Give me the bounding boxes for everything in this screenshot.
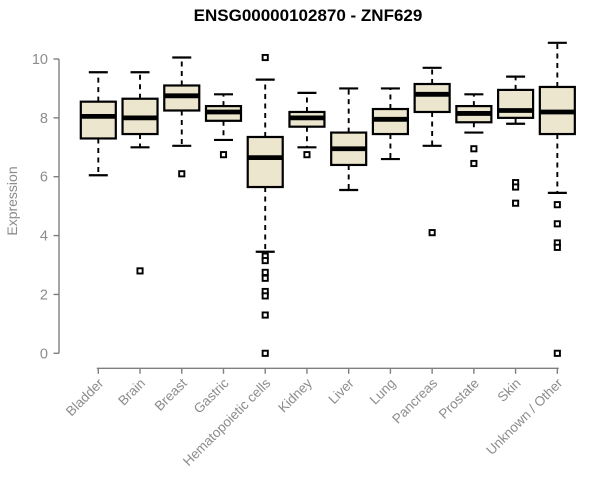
y-tick-label: 6 <box>40 170 48 186</box>
outlier-point <box>261 274 269 282</box>
iqr-box <box>497 88 535 119</box>
y-tick-label: 2 <box>40 287 48 303</box>
x-category-label: Gastric <box>191 375 232 416</box>
iqr-box <box>246 135 284 189</box>
outlier-point <box>261 268 269 276</box>
y-tick-label: 4 <box>40 229 48 245</box>
outlier-point <box>261 257 269 265</box>
outlier-point <box>261 311 269 319</box>
outlier-point <box>219 151 228 159</box>
outlier-point <box>553 243 561 251</box>
outlier-point <box>428 229 436 237</box>
outlier-point <box>261 53 269 62</box>
x-category-label: Pancreas <box>389 375 440 426</box>
outlier-point <box>178 170 186 178</box>
x-category-label: Brain <box>115 376 148 409</box>
outlier-point <box>303 151 311 159</box>
iqr-box <box>413 82 451 114</box>
x-category-label: Bladder <box>63 375 107 419</box>
outlier-point <box>512 183 520 191</box>
x-category-label: Breast <box>152 375 190 413</box>
iqr-box <box>79 100 117 140</box>
x-category-label: Lung <box>367 376 399 408</box>
outlier-point <box>553 201 561 209</box>
outlier-point <box>261 292 269 300</box>
outlier-point <box>553 220 561 228</box>
outlier-point <box>470 159 478 168</box>
x-category-label: Skin <box>495 376 524 405</box>
y-tick-label: 0 <box>40 346 48 362</box>
outlier-point <box>136 267 144 275</box>
x-category-label: Prostate <box>436 376 482 422</box>
x-category-label: Kidney <box>275 375 315 415</box>
outlier-point <box>553 349 561 357</box>
x-category-label: Liver <box>326 375 358 407</box>
x-category-label: Unknown / Other <box>483 375 566 458</box>
chart-title: ENSG00000102870 - ZNF629 <box>193 6 423 25</box>
outlier-point <box>512 199 520 207</box>
outlier-point <box>470 145 478 153</box>
y-tick-label: 8 <box>40 111 48 127</box>
outlier-point <box>261 349 269 357</box>
y-tick-label: 10 <box>32 52 48 68</box>
